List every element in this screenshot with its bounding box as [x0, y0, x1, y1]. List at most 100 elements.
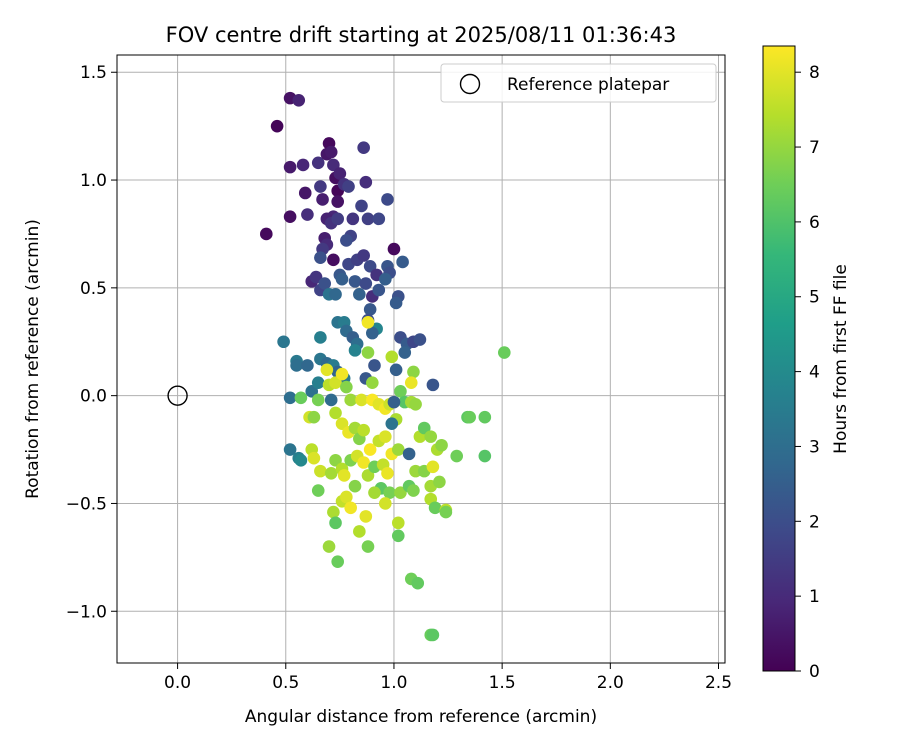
data-point [314, 251, 327, 264]
data-point [361, 469, 375, 482]
data-point [344, 501, 357, 515]
data-point [389, 296, 403, 310]
data-point [333, 167, 347, 180]
data-point [307, 451, 321, 465]
data-point [435, 438, 448, 452]
y-tick-label: −0.5 [66, 494, 107, 514]
data-point [394, 385, 407, 398]
data-point [340, 234, 353, 247]
chart-title: FOV centre drift starting at 2025/08/11 … [166, 23, 677, 47]
data-point [363, 303, 377, 316]
data-point [324, 393, 338, 407]
reference-point [167, 385, 188, 406]
data-point [409, 464, 422, 478]
data-point [301, 208, 314, 221]
data-point [324, 466, 338, 480]
data-point [378, 497, 392, 510]
data-point [404, 376, 418, 390]
data-point [366, 326, 379, 340]
data-point [439, 505, 453, 519]
data-point [426, 378, 440, 392]
data-point [305, 385, 319, 398]
x-tick-label: 1.5 [489, 673, 516, 693]
data-point [331, 555, 344, 568]
data-point [322, 540, 336, 553]
colorbar-tick-label: 2 [809, 512, 820, 532]
data-point [357, 249, 370, 262]
data-point [346, 212, 360, 226]
data-point [342, 180, 355, 193]
data-point [391, 516, 405, 530]
x-tick-label: 0.0 [164, 673, 191, 693]
data-point [314, 180, 327, 193]
data-point [372, 283, 386, 297]
data-point [298, 186, 312, 200]
data-point [426, 460, 440, 474]
data-point [450, 449, 464, 463]
legend: Reference platepar [440, 63, 717, 103]
data-point [307, 410, 321, 424]
data-point [433, 475, 446, 489]
data-point [355, 393, 368, 407]
x-axis-label: Angular distance from reference (arcmin) [245, 707, 597, 727]
x-tick-label: 2.0 [597, 673, 624, 693]
grid-lines [117, 55, 725, 663]
data-point [363, 443, 377, 456]
data-point [314, 331, 327, 344]
data-point [357, 141, 370, 155]
data-point [318, 277, 332, 290]
data-point [348, 275, 362, 288]
data-point [359, 277, 373, 290]
data-point [361, 316, 375, 329]
data-point [294, 454, 308, 467]
data-point [353, 525, 366, 538]
data-point [396, 255, 409, 269]
data-point [329, 288, 342, 301]
data-point [311, 393, 325, 407]
colorbar-tick-label: 4 [809, 363, 820, 383]
data-point [387, 242, 401, 256]
legend-marker [459, 73, 481, 95]
data-point [294, 391, 308, 405]
y-tick-label: −1.0 [66, 602, 107, 622]
data-points [259, 91, 511, 642]
colorbar-tick-label: 3 [809, 437, 820, 457]
data-point [361, 346, 375, 359]
data-point [329, 454, 342, 467]
data-point [407, 484, 420, 497]
data-point [344, 393, 357, 407]
data-point [340, 380, 353, 394]
data-point [478, 410, 492, 424]
data-point [270, 119, 284, 133]
data-point [366, 376, 379, 390]
colorbar-tick-label: 8 [809, 63, 820, 83]
data-point [378, 430, 392, 443]
colorbar [762, 45, 796, 672]
data-point [428, 501, 442, 515]
data-point [411, 576, 425, 590]
data-point [259, 227, 273, 241]
data-point [329, 376, 342, 390]
data-point [359, 175, 373, 189]
data-point [357, 423, 370, 437]
data-point [340, 490, 353, 504]
data-point [327, 253, 340, 267]
y-tick-label: 0.5 [80, 279, 107, 299]
data-point [368, 359, 381, 372]
data-point [348, 344, 362, 357]
colorbar-ticks: 0 1 2 3 4 5 6 7 8 [795, 63, 820, 682]
data-point [327, 505, 340, 519]
data-point [357, 456, 370, 469]
data-point [283, 210, 297, 224]
data-point [335, 417, 349, 430]
x-tick-label: 1.0 [380, 673, 407, 693]
data-point [402, 447, 416, 461]
legend-frame [440, 63, 717, 103]
colorbar-tick-label: 1 [809, 587, 820, 607]
data-point [327, 158, 340, 172]
data-point [424, 430, 438, 443]
data-point [387, 395, 401, 409]
x-tick-label: 0.5 [272, 673, 299, 693]
legend-entry: Reference platepar [507, 75, 669, 95]
